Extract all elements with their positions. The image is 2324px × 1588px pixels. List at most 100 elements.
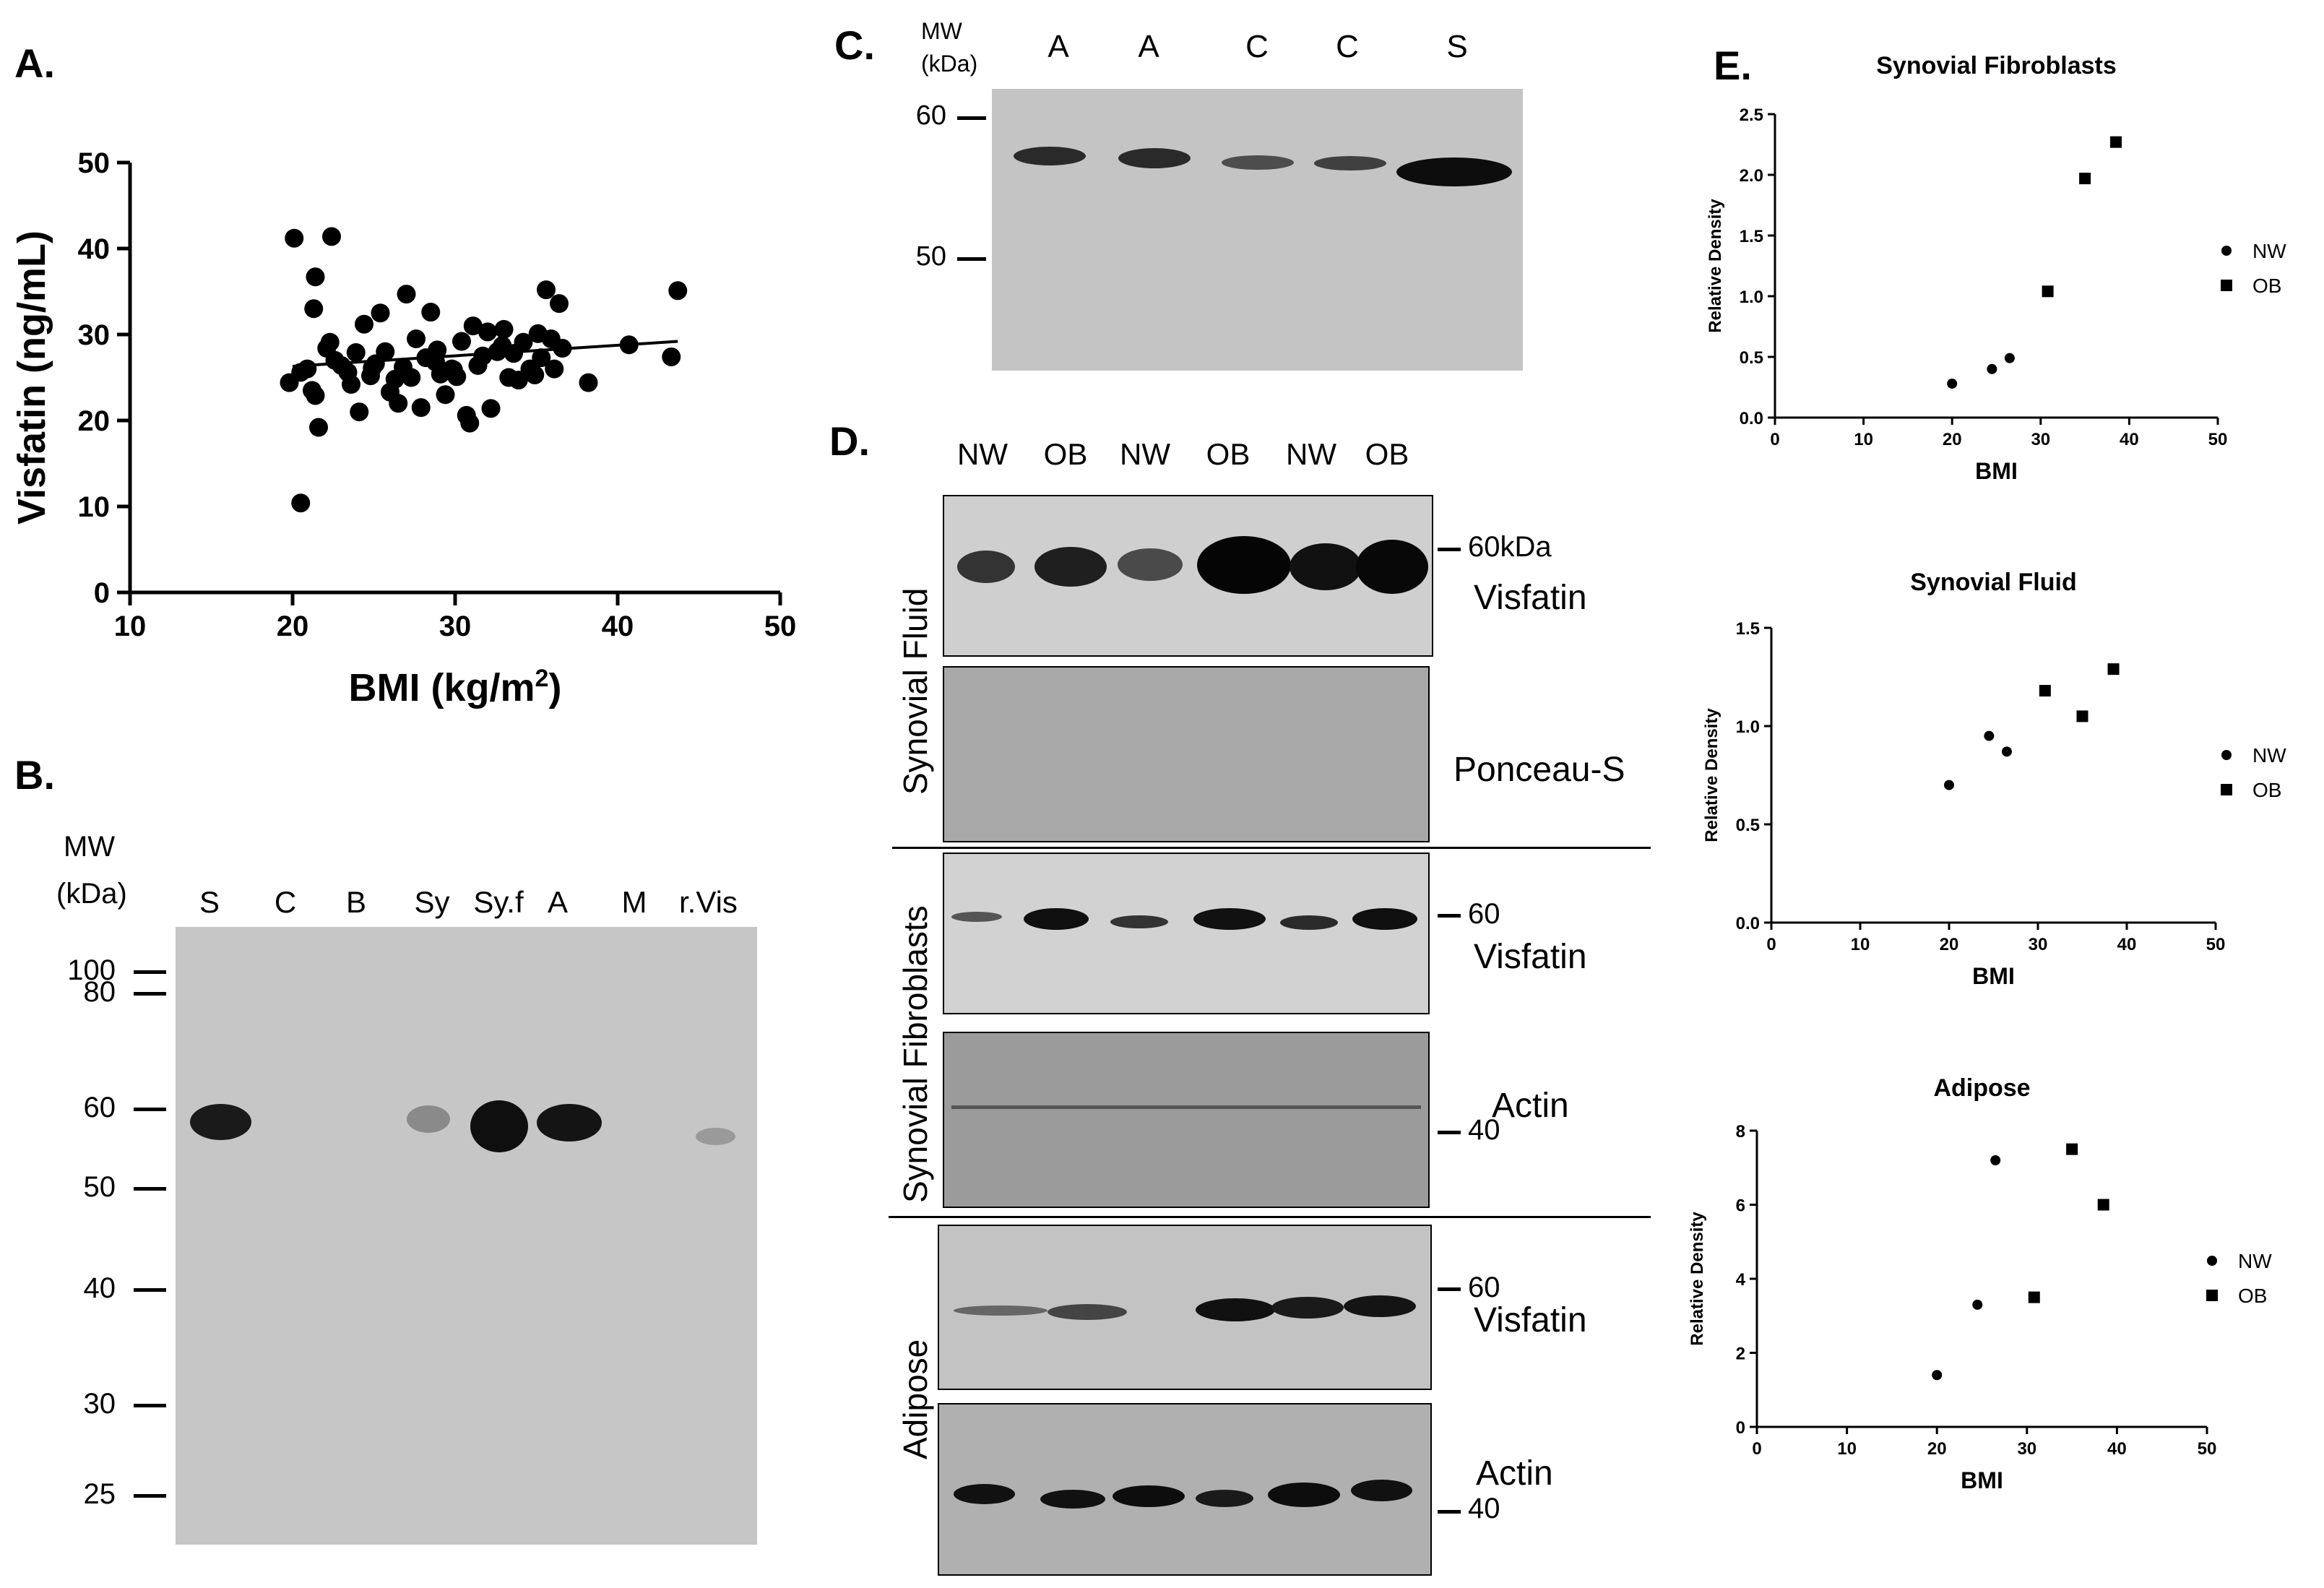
label-visfatin-2: Visfatin xyxy=(1474,938,1587,976)
data-point-nw xyxy=(1984,730,1995,741)
legend-marker-nw xyxy=(2221,246,2232,256)
y-tick-label: 40 xyxy=(78,233,111,265)
blot-b-tick-40 xyxy=(134,1288,166,1292)
legend-marker-nw xyxy=(2221,750,2232,760)
y-tick-label: 1.5 xyxy=(1736,619,1760,639)
data-point xyxy=(363,358,382,378)
data-point-nw xyxy=(1947,378,1958,389)
x-tick-label: 10 xyxy=(1854,430,1873,449)
data-point xyxy=(579,373,598,392)
y-axis-label: Relative Density xyxy=(1688,1212,1707,1346)
legend-marker-ob xyxy=(2206,1290,2218,1301)
y-tick-label: 1.5 xyxy=(1740,227,1763,246)
blot-b-marker-40: 40 xyxy=(83,1272,116,1304)
band-d4-3 xyxy=(1113,1485,1185,1507)
data-point xyxy=(444,360,463,379)
y-tick-label: 0.5 xyxy=(1736,816,1760,835)
y-tick-label: 6 xyxy=(1736,1196,1745,1216)
data-point xyxy=(473,346,493,366)
blot-b-tick-30 xyxy=(134,1404,166,1407)
label-visfatin-3: Visfatin xyxy=(1474,1301,1587,1339)
y-tick-label: 2.0 xyxy=(1740,166,1763,186)
band-d3-1 xyxy=(954,1306,1047,1316)
data-point-nw xyxy=(2001,746,2012,757)
blot-d-adipose-visfatin xyxy=(938,1225,1432,1390)
separator-2 xyxy=(889,1216,1651,1218)
x-tick-label: 50 xyxy=(2198,1439,2217,1459)
data-point xyxy=(407,329,426,348)
chart-title: Adipose xyxy=(1933,1074,2030,1102)
band-s xyxy=(190,1104,251,1140)
y-axis-label: Visfatin (ng/mL) xyxy=(10,230,53,525)
band-d1-6 xyxy=(1356,540,1428,594)
band-syf xyxy=(470,1100,528,1152)
band-d2-3 xyxy=(1110,915,1168,928)
data-point xyxy=(514,332,533,352)
legend-label-nw: NW xyxy=(2238,1250,2272,1272)
data-point xyxy=(525,365,545,384)
data-point xyxy=(545,359,564,379)
label-actin-2: Actin xyxy=(1476,1454,1553,1493)
data-point-nw xyxy=(1972,1299,1983,1310)
data-point-ob xyxy=(2076,710,2088,722)
data-point xyxy=(463,316,483,336)
section-label-fibro: Synovial Fibroblasts xyxy=(897,905,934,1203)
x-tick-label: 50 xyxy=(2206,935,2226,954)
y-tick-label: 4 xyxy=(1736,1270,1746,1290)
chart-title: Synovial Fibroblasts xyxy=(1876,52,2117,79)
y-tick-label: 2 xyxy=(1736,1345,1745,1364)
separator-1 xyxy=(892,847,1651,849)
tick-d-m4 xyxy=(1438,1287,1461,1291)
band-c-5 xyxy=(1396,157,1512,186)
legend-label-ob: OB xyxy=(2238,1285,2267,1307)
data-point xyxy=(460,413,480,433)
x-tick-label: 20 xyxy=(1927,1439,1947,1459)
blot-b-tick-100 xyxy=(134,970,166,974)
data-point xyxy=(322,227,341,246)
data-point xyxy=(662,347,681,366)
x-tick-label: 30 xyxy=(2029,935,2048,954)
x-tick-label: 20 xyxy=(1943,430,1962,449)
data-point xyxy=(421,303,441,322)
blot-b-lane-4: Sy.f xyxy=(473,885,524,919)
y-axis-label: Relative Density xyxy=(1706,199,1725,333)
y-tick-label: 0.0 xyxy=(1740,409,1763,428)
band-d2-5 xyxy=(1280,915,1338,930)
y-tick-label: 1.0 xyxy=(1736,717,1760,737)
blot-b-kda-title: (kDa) xyxy=(56,878,127,910)
y-axis-label: Relative Density xyxy=(1702,708,1722,842)
blot-b-tick-60 xyxy=(134,1108,166,1111)
x-tick-label: 40 xyxy=(602,610,634,642)
data-point xyxy=(481,399,501,418)
y-tick-label: 1.0 xyxy=(1740,288,1763,307)
data-point-ob xyxy=(2066,1143,2078,1155)
marker-d-m3: 40 xyxy=(1468,1114,1500,1146)
band-sy xyxy=(407,1105,450,1133)
data-point xyxy=(350,402,369,422)
trendline xyxy=(292,340,678,368)
blot-c-marker-50: 50 xyxy=(915,241,946,272)
data-point xyxy=(309,418,328,437)
x-tick-label: 30 xyxy=(439,610,472,642)
legend-label-ob: OB xyxy=(2252,275,2281,297)
y-tick-label: 2.5 xyxy=(1740,105,1763,125)
data-point-nw xyxy=(1990,1155,2001,1165)
band-d1-5 xyxy=(1290,543,1362,590)
y-tick-label: 20 xyxy=(78,405,111,437)
data-point-ob xyxy=(2107,663,2120,676)
blot-c-lane-2: C xyxy=(1245,29,1269,64)
data-point-ob xyxy=(2042,285,2054,298)
x-axis-label: BMI (kg/m2) xyxy=(349,665,562,709)
blot-d-ponceau xyxy=(943,666,1430,842)
blot-b-tick-80 xyxy=(134,992,166,996)
blot-b-lane-3: Sy xyxy=(414,885,450,919)
x-tick-label: 40 xyxy=(2117,935,2137,954)
data-point xyxy=(493,336,512,355)
data-point xyxy=(342,375,360,394)
marker-d-m2: 60 xyxy=(1468,898,1500,930)
x-tick-label: 20 xyxy=(277,610,309,642)
data-point xyxy=(452,332,471,351)
legend-marker-ob xyxy=(2221,280,2232,291)
y-tick-label: 30 xyxy=(78,319,111,351)
x-tick-label: 40 xyxy=(2120,430,2139,449)
